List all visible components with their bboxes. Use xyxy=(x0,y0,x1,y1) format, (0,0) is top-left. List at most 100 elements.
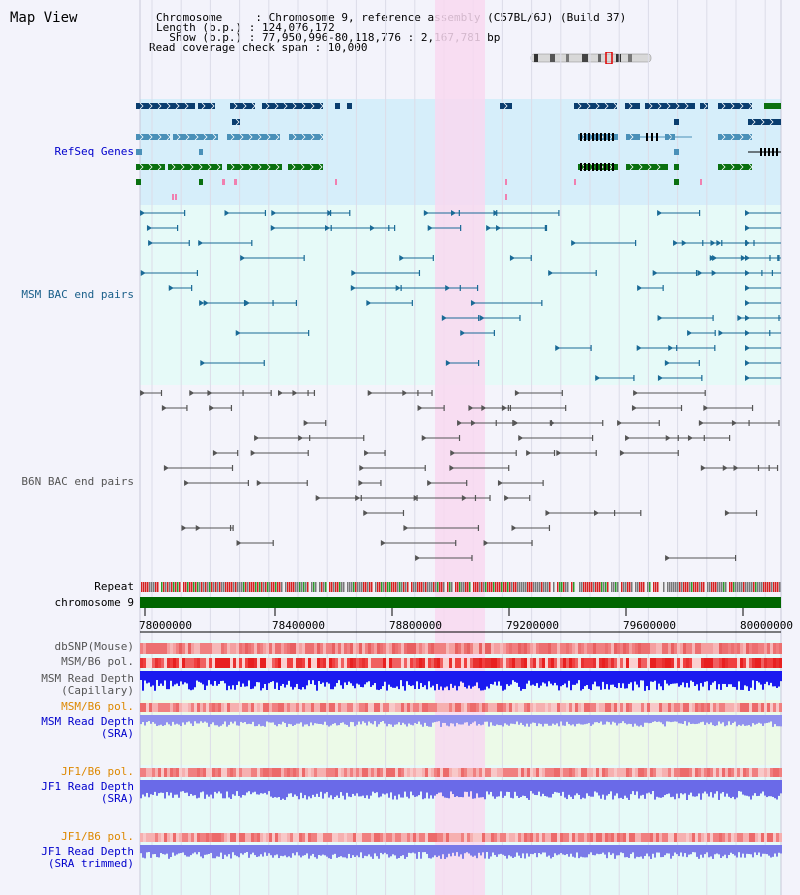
read-depth-bar xyxy=(278,845,280,859)
gene-strand-arrow xyxy=(310,133,315,141)
read-depth-bar xyxy=(392,715,394,727)
polymorphism-density-cell xyxy=(254,833,257,842)
read-depth-bar xyxy=(158,715,160,726)
polymorphism-density-cell xyxy=(677,833,680,842)
track-label-msm-bac[interactable]: MSM BAC end pairs xyxy=(21,288,134,301)
read-depth-bar xyxy=(764,671,766,684)
read-depth-bar xyxy=(770,845,772,858)
bac-end-marker xyxy=(745,330,750,336)
polymorphism-density-cell xyxy=(449,643,452,654)
read-depth-bar xyxy=(676,845,678,855)
track-label-b6n-bac[interactable]: B6N BAC end pairs xyxy=(21,475,134,488)
polymorphism-density-cell xyxy=(290,833,293,842)
polymorphism-density-cell xyxy=(500,703,503,712)
track-label-msm-depth-capillary[interactable]: MSM Read Depth xyxy=(41,672,134,685)
polymorphism-density-cell xyxy=(311,768,314,777)
polymorphism-density-cell xyxy=(743,658,746,668)
polymorphism-density-cell xyxy=(260,703,263,712)
read-depth-bar xyxy=(496,715,498,725)
polymorphism-density-cell xyxy=(308,658,311,668)
read-depth-bar xyxy=(598,715,600,724)
read-depth-bar xyxy=(188,845,190,857)
repeat-element xyxy=(519,582,521,592)
read-depth-bar xyxy=(652,715,654,722)
read-depth-bar xyxy=(422,780,424,800)
read-depth-bar xyxy=(386,671,388,691)
gene-strand-arrow xyxy=(301,133,306,141)
polymorphism-density-cell xyxy=(749,768,752,777)
polymorphism-density-cell xyxy=(422,768,425,777)
repeat-element xyxy=(489,582,491,592)
repeat-element xyxy=(589,582,591,592)
track-label-jf1-pol-2[interactable]: JF1/B6 pol. xyxy=(61,830,134,843)
read-depth-bar xyxy=(280,845,282,856)
polymorphism-density-cell xyxy=(206,643,209,654)
polymorphism-density-cell xyxy=(764,768,767,777)
track-label-jf1-depth-trimmed[interactable]: JF1 Read Depth xyxy=(41,845,134,858)
bac-end-marker xyxy=(380,540,386,546)
track-label-jf1-pol-1[interactable]: JF1/B6 pol. xyxy=(61,765,134,778)
read-depth-bar xyxy=(722,845,724,857)
read-depth-bar xyxy=(616,845,618,856)
read-depth-bar xyxy=(594,671,596,682)
read-depth-bar xyxy=(708,671,710,691)
read-depth-bar xyxy=(410,715,412,725)
track-label-dbsnp[interactable]: dbSNP(Mouse) xyxy=(54,640,134,653)
read-depth-bar xyxy=(294,715,296,725)
gene-strand-arrow xyxy=(675,102,680,110)
track-label-refseq[interactable]: RefSeq Genes xyxy=(54,145,134,158)
read-depth-bar xyxy=(376,671,378,690)
read-depth-bar xyxy=(646,671,648,687)
polymorphism-density-cell xyxy=(185,768,188,777)
polymorphism-density-cell xyxy=(668,658,671,668)
read-depth-bar xyxy=(204,845,206,855)
gene-strand-arrow xyxy=(595,102,600,110)
repeat-element xyxy=(745,582,747,592)
polymorphism-density-cell xyxy=(395,768,398,777)
polymorphism-density-cell xyxy=(236,833,239,842)
read-depth-bar xyxy=(660,715,662,723)
read-depth-bar xyxy=(166,671,168,690)
read-depth-bar xyxy=(418,715,420,722)
polymorphism-density-cell xyxy=(563,703,566,712)
read-depth-bar xyxy=(430,845,432,859)
polymorphism-density-cell xyxy=(254,703,257,712)
refseq-gene xyxy=(574,103,617,109)
repeat-element xyxy=(213,582,215,592)
polymorphism-density-cell xyxy=(266,768,269,777)
read-depth-bar xyxy=(488,715,490,727)
read-depth-bar xyxy=(606,780,608,796)
read-depth-bar xyxy=(280,671,282,686)
bac-end-marker xyxy=(511,525,517,531)
repeat-element xyxy=(405,582,407,592)
track-label-msm-b6-pol-1[interactable]: MSM/B6 pol. xyxy=(61,655,134,668)
read-depth-bar xyxy=(204,780,206,799)
read-depth-bar xyxy=(550,780,552,798)
read-depth-bar xyxy=(512,715,514,724)
polymorphism-density-cell xyxy=(695,768,698,777)
track-label-jf1-depth-sra[interactable]: JF1 Read Depth xyxy=(41,780,134,793)
read-depth-bar xyxy=(142,845,144,858)
repeat-element xyxy=(287,582,289,592)
track-label-msm-depth-sra[interactable]: MSM Read Depth xyxy=(41,715,134,728)
polymorphism-density-cell xyxy=(209,643,212,654)
polymorphism-density-cell xyxy=(683,658,686,668)
gene-strand-arrow xyxy=(274,102,279,110)
read-depth-bar xyxy=(488,671,490,689)
polymorphism-density-cell xyxy=(704,833,707,842)
track-label-chromosome[interactable]: chromosome 9 xyxy=(54,596,134,609)
read-depth-bar xyxy=(564,671,566,684)
read-depth-bar xyxy=(178,845,180,854)
polymorphism-density-cell xyxy=(776,643,779,654)
repeat-element xyxy=(447,582,449,592)
polymorphism-density-cell xyxy=(299,658,302,668)
read-depth-bar xyxy=(166,845,168,854)
repeat-element xyxy=(273,582,275,592)
track-label-msm-b6-pol-2[interactable]: MSM/B6 pol. xyxy=(61,700,134,713)
polymorphism-density-cell xyxy=(380,703,383,712)
polymorphism-density-cell xyxy=(431,768,434,777)
track-label-repeat[interactable]: Repeat xyxy=(94,580,134,593)
read-depth-bar xyxy=(732,671,734,687)
read-depth-bar xyxy=(526,671,528,684)
